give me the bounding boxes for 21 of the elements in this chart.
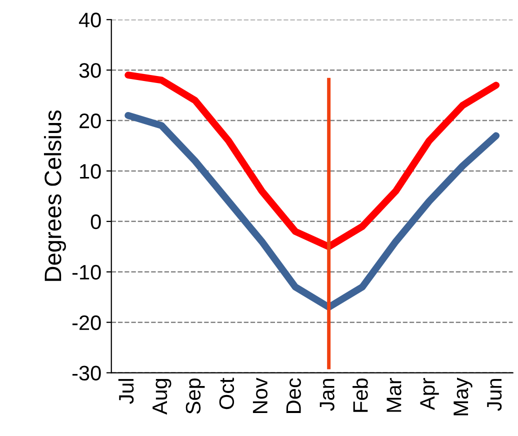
x-tick-label: Aug <box>152 378 172 415</box>
y-tick-label: 10 <box>80 164 101 179</box>
x-tick-label: Oct <box>219 378 234 410</box>
x-tick-label: Jun <box>487 378 502 411</box>
x-tick-label: Sep <box>186 378 205 414</box>
y-tick-label: 40 <box>78 12 101 28</box>
x-tick-label: Nov <box>252 378 268 413</box>
y-tick-label: -30 <box>72 366 101 381</box>
x-tick-label: Apr <box>420 378 439 410</box>
y-tick-label: 30 <box>79 63 101 78</box>
x-tick-label: May <box>454 378 472 416</box>
x-tick-label: Feb <box>352 378 368 412</box>
y-tick-label: -10 <box>72 264 101 280</box>
y-tick-label: 0 <box>90 214 101 230</box>
x-tick-label: Jan <box>320 378 334 411</box>
y-tick-label: 20 <box>80 114 101 128</box>
x-tick-label: Jul <box>118 379 134 404</box>
y-axis-title: Degrees Celsius <box>44 110 66 281</box>
y-tick-label: -20 <box>72 315 101 330</box>
x-tick-label: Dec <box>286 378 301 413</box>
x-tick-label: Mar <box>386 378 402 412</box>
